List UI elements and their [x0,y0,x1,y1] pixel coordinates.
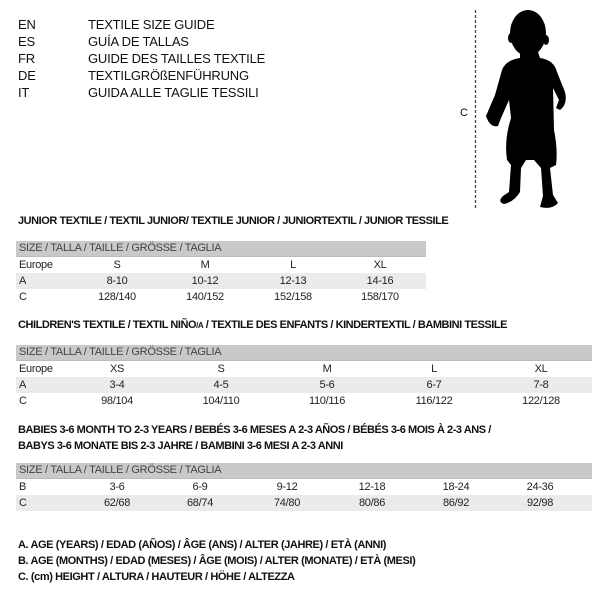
child-silhouette-icon [474,10,566,208]
language-text: TEXTILGRÖßENFÜHRUNG [88,68,249,83]
row-label: A [19,275,27,287]
legend-c: C. (cm) HEIGHT / ALTURA / HAUTEUR / HÖHE… [18,571,295,583]
table-header: SIZE / TALLA / TAILLE / GRÖSSE / TAGLIA [16,345,592,361]
table-cell: L [431,363,437,375]
table-cell: 116/122 [415,395,453,407]
title-text: CHILDREN'S TEXTILE / TEXTIL NIÑO [18,319,197,331]
table-cell: L [290,259,296,271]
language-text: GUÍA DE TALLAS [88,34,189,49]
table-row: Europe S M L XL [16,257,426,273]
table-cell: 18-24 [442,481,470,493]
table-cell: XL [534,363,548,375]
table-row: Europe XS S M L XL [16,361,592,377]
table-cell: 86/92 [442,497,470,509]
table-row: A 3-4 4-5 5-6 6-7 7-8 [16,377,592,393]
table-cell: 6-7 [426,379,442,391]
table-cell: 6-9 [192,481,208,493]
table-header: SIZE / TALLA / TAILLE / GRÖSSE / TAGLIA [16,241,426,257]
table-cell: 92/98 [526,497,554,509]
title-subscript: /A [196,321,204,330]
table-cell: 128/140 [98,291,136,303]
table-cell: 12-18 [358,481,386,493]
babies-title-line-2: BABYS 3-6 MONATE BIS 2-3 JAHRE / BAMBINI… [18,440,343,452]
junior-textile-title: JUNIOR TEXTILE / TEXTIL JUNIOR/ TEXTILE … [18,215,449,227]
table-cell: XS [109,363,125,375]
table-cell: 8-10 [106,275,128,287]
table-cell: 74/80 [273,497,301,509]
babies-title-line-1: BABIES 3-6 MONTH TO 2-3 YEARS / BEBÉS 3-… [18,424,491,436]
babies-size-table: SIZE / TALLA / TAILLE / GRÖSSE / TAGLIA … [16,463,592,511]
row-label: C [19,395,27,407]
table-header: SIZE / TALLA / TAILLE / GRÖSSE / TAGLIA [16,463,592,479]
table-cell: 122/128 [522,395,560,407]
table-cell: XL [373,259,387,271]
table-cell: 9-12 [276,481,298,493]
table-cell: S [217,363,225,375]
children-textile-title: CHILDREN'S TEXTILE / TEXTIL NIÑO/A / TEX… [18,319,508,331]
table-cell: 14-16 [366,275,394,287]
table-row: C 98/104 104/110 110/116 116/122 122/128 [16,393,592,409]
language-code: EN [18,17,36,32]
table-cell: 10-12 [191,275,219,287]
legend-b: B. AGE (MONTHS) / EDAD (MESES) / ÂGE (MO… [18,555,416,567]
children-size-table: SIZE / TALLA / TAILLE / GRÖSSE / TAGLIA … [16,345,592,409]
table-cell: M [322,363,332,375]
table-cell: 3-6 [109,481,125,493]
table-cell: S [113,259,121,271]
junior-size-table: SIZE / TALLA / TAILLE / GRÖSSE / TAGLIA … [16,241,426,305]
table-cell: 152/158 [274,291,312,303]
table-cell: 68/74 [186,497,214,509]
table-cell: 12-13 [279,275,307,287]
row-label: C [19,497,27,509]
title-text: / TEXTILE DES ENFANTS / KINDERTEXTIL / B… [203,319,508,331]
language-text: GUIDE DES TAILLES TEXTILE [88,51,266,66]
legend-a: A. AGE (YEARS) / EDAD (AÑOS) / ÂGE (ANS)… [18,539,386,551]
row-label: B [19,481,27,493]
table-row: C 62/68 68/74 74/80 80/86 86/92 92/98 [16,495,592,511]
language-code: FR [18,51,35,66]
table-cell: 62/68 [103,497,131,509]
table-row: B 3-6 6-9 9-12 12-18 18-24 24-36 [16,479,592,495]
table-row: A 8-10 10-12 12-13 14-16 [16,273,426,289]
child-height-figure: C [440,0,600,215]
language-code: IT [18,85,30,100]
row-label: Europe [19,259,53,271]
row-label: C [19,291,27,303]
table-row: C 128/140 140/152 152/158 158/170 [16,289,426,305]
table-cell: 5-6 [319,379,335,391]
table-cell: 158/170 [361,291,399,303]
table-cell: 3-4 [109,379,125,391]
language-text: TEXTILE SIZE GUIDE [88,17,215,32]
table-cell: 24-36 [526,481,554,493]
table-cell: 7-8 [533,379,549,391]
language-code: DE [18,68,36,83]
table-cell: 140/152 [186,291,224,303]
table-cell: 110/116 [308,395,346,407]
table-cell: 98/104 [101,395,133,407]
table-cell: 4-5 [213,379,229,391]
table-cell: 80/86 [358,497,386,509]
row-label: Europe [19,363,53,375]
height-measure-label: C [460,107,468,119]
table-cell: M [200,259,210,271]
language-code: ES [18,34,35,49]
row-label: A [19,379,27,391]
language-text: GUIDA ALLE TAGLIE TESSILI [88,85,259,100]
table-cell: 104/110 [202,395,240,407]
